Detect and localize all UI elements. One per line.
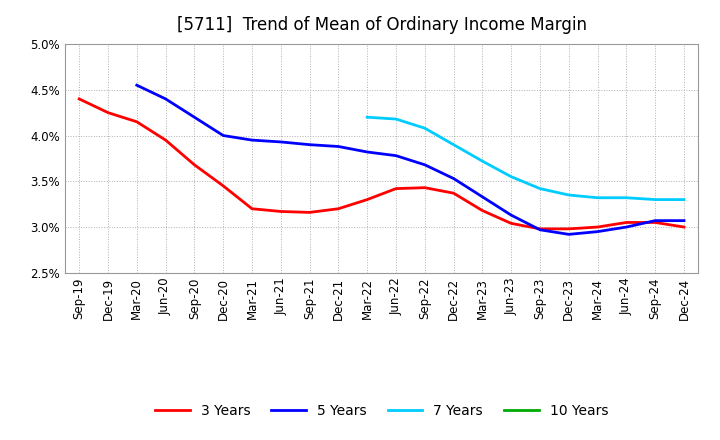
3 Years [248, 206, 256, 211]
5 Years [536, 227, 544, 232]
5 Years [651, 218, 660, 223]
5 Years [305, 142, 314, 147]
5 Years [680, 218, 688, 223]
7 Years [564, 192, 573, 198]
7 Years [478, 158, 487, 164]
3 Years [104, 110, 112, 115]
3 Years [363, 197, 372, 202]
5 Years [334, 144, 343, 149]
3 Years [449, 191, 458, 196]
7 Years [392, 117, 400, 122]
3 Years [392, 186, 400, 191]
5 Years [478, 194, 487, 199]
7 Years [363, 114, 372, 120]
Line: 3 Years: 3 Years [79, 99, 684, 229]
3 Years [680, 224, 688, 230]
3 Years [507, 221, 516, 226]
3 Years [334, 206, 343, 211]
5 Years [593, 229, 602, 234]
3 Years [622, 220, 631, 225]
3 Years [305, 210, 314, 215]
5 Years [420, 162, 429, 168]
3 Years [420, 185, 429, 191]
7 Years [680, 197, 688, 202]
7 Years [622, 195, 631, 200]
5 Years [363, 149, 372, 154]
7 Years [507, 174, 516, 180]
5 Years [392, 153, 400, 158]
3 Years [190, 162, 199, 168]
5 Years [190, 114, 199, 120]
Title: [5711]  Trend of Mean of Ordinary Income Margin: [5711] Trend of Mean of Ordinary Income … [176, 16, 587, 34]
7 Years [420, 125, 429, 131]
5 Years [132, 83, 141, 88]
7 Years [593, 195, 602, 200]
5 Years [507, 213, 516, 218]
3 Years [593, 224, 602, 230]
5 Years [564, 232, 573, 237]
Legend: 3 Years, 5 Years, 7 Years, 10 Years: 3 Years, 5 Years, 7 Years, 10 Years [150, 399, 613, 424]
7 Years [651, 197, 660, 202]
5 Years [449, 176, 458, 181]
5 Years [219, 133, 228, 138]
3 Years [536, 226, 544, 231]
3 Years [564, 226, 573, 231]
3 Years [132, 119, 141, 125]
5 Years [161, 96, 170, 102]
3 Years [161, 137, 170, 143]
3 Years [276, 209, 285, 214]
7 Years [536, 186, 544, 191]
3 Years [219, 183, 228, 188]
3 Years [75, 96, 84, 102]
5 Years [248, 137, 256, 143]
Line: 7 Years: 7 Years [367, 117, 684, 200]
3 Years [478, 208, 487, 213]
3 Years [651, 220, 660, 225]
7 Years [449, 142, 458, 147]
Line: 5 Years: 5 Years [137, 85, 684, 235]
5 Years [622, 224, 631, 230]
5 Years [276, 139, 285, 145]
